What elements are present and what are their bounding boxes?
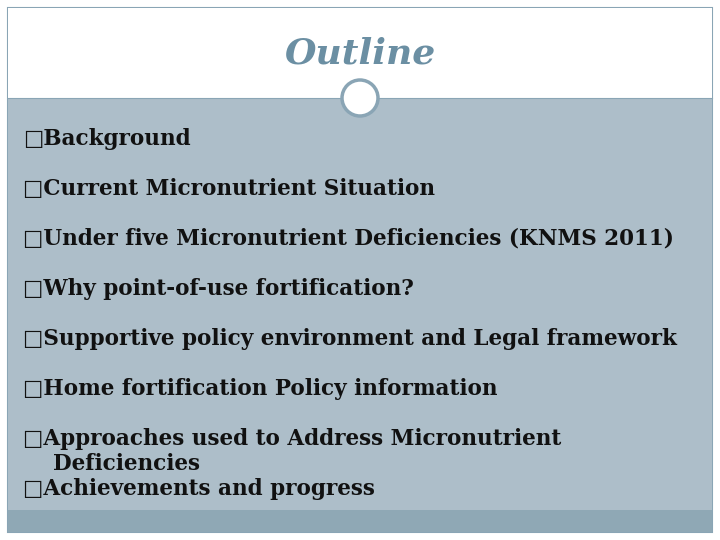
Text: Outline: Outline <box>284 36 436 70</box>
Text: □Achievements and progress: □Achievements and progress <box>23 478 375 500</box>
Text: □Under five Micronutrient Deficiencies (KNMS 2011): □Under five Micronutrient Deficiencies (… <box>23 228 674 250</box>
Text: □Approaches used to Address Micronutrient
    Deficiencies: □Approaches used to Address Micronutrien… <box>23 428 562 475</box>
Circle shape <box>342 80 378 116</box>
Text: □Background: □Background <box>23 128 191 150</box>
Text: □Current Micronutrient Situation: □Current Micronutrient Situation <box>23 178 435 200</box>
Text: □Home fortification Policy information: □Home fortification Policy information <box>23 378 498 400</box>
Text: □Why point-of-use fortification?: □Why point-of-use fortification? <box>23 278 414 300</box>
Text: □Supportive policy environment and Legal framework: □Supportive policy environment and Legal… <box>23 328 677 350</box>
